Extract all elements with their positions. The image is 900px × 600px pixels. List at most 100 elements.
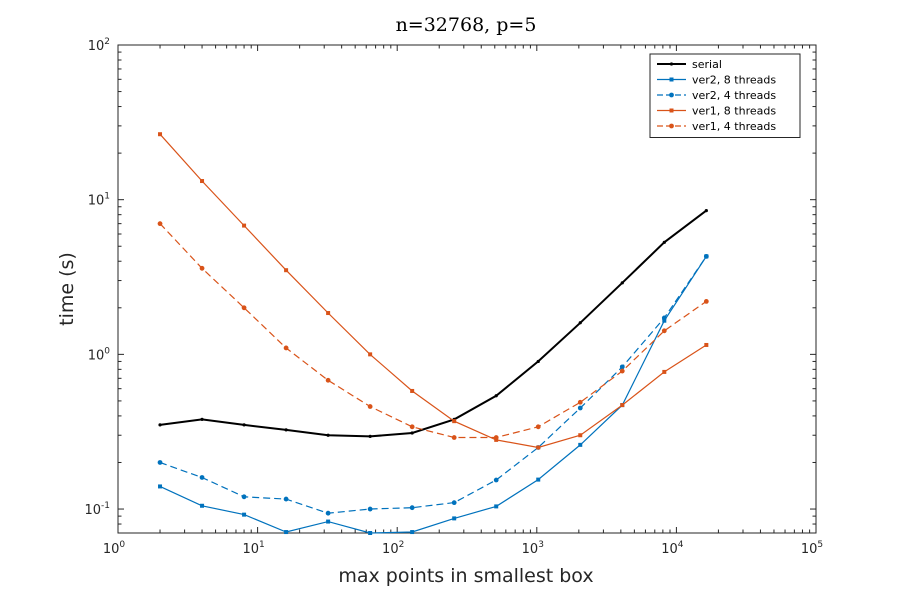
data-point bbox=[535, 424, 541, 430]
data-point bbox=[368, 352, 373, 357]
series-3 bbox=[158, 132, 709, 450]
data-point bbox=[199, 475, 205, 480]
legend-entry: ver1, 4 threads bbox=[692, 120, 776, 133]
axes-box bbox=[117, 44, 817, 534]
data-point bbox=[703, 253, 709, 259]
data-point bbox=[283, 345, 289, 351]
data-point bbox=[284, 530, 289, 535]
data-point bbox=[325, 377, 331, 383]
data-point bbox=[242, 223, 247, 228]
data-point bbox=[157, 221, 163, 227]
data-point bbox=[704, 342, 709, 347]
data-point bbox=[494, 504, 499, 509]
data-point bbox=[662, 240, 666, 244]
data-point bbox=[284, 268, 289, 273]
data-point bbox=[703, 298, 709, 304]
legend-marker bbox=[669, 62, 674, 66]
data-point bbox=[578, 442, 583, 447]
data-point bbox=[620, 403, 625, 408]
y-tick-label: 102 bbox=[88, 37, 110, 54]
data-point bbox=[536, 359, 540, 364]
data-point bbox=[200, 179, 205, 184]
y-tick-label: 10-1 bbox=[84, 501, 110, 518]
data-point bbox=[536, 477, 541, 482]
series-1 bbox=[158, 254, 709, 535]
data-point bbox=[158, 132, 163, 137]
data-point bbox=[368, 531, 373, 535]
data-point bbox=[577, 405, 583, 411]
data-point bbox=[410, 431, 414, 435]
series-line bbox=[159, 256, 707, 534]
data-point bbox=[283, 496, 289, 502]
legend-marker bbox=[669, 123, 674, 129]
x-tick-label: 100 bbox=[103, 540, 126, 557]
data-point bbox=[704, 208, 708, 213]
legend-entry: serial bbox=[692, 58, 722, 71]
data-point bbox=[451, 500, 457, 506]
legend: serial ver2, 8 threads ver2, 4 threads ver1… bbox=[649, 53, 801, 138]
data-point bbox=[536, 445, 541, 450]
series-0 bbox=[158, 208, 708, 438]
x-tick-label: 101 bbox=[242, 540, 264, 557]
series-line bbox=[159, 133, 707, 449]
data-point bbox=[662, 318, 667, 323]
legend-entry: ver2, 8 threads bbox=[692, 74, 776, 87]
data-point bbox=[493, 435, 499, 440]
x-axis-label: max points in smallest box bbox=[338, 565, 593, 587]
data-point bbox=[578, 321, 582, 325]
series-2 bbox=[157, 253, 709, 516]
data-point bbox=[325, 510, 331, 516]
data-point bbox=[410, 530, 415, 535]
data-point bbox=[619, 364, 625, 370]
y-tick-label: 101 bbox=[88, 192, 110, 209]
data-point bbox=[410, 388, 415, 393]
legend-marker bbox=[669, 77, 674, 82]
data-point bbox=[284, 428, 288, 432]
data-point bbox=[158, 484, 163, 489]
legend-entry: ver2, 4 threads bbox=[692, 89, 776, 102]
x-tick-label: 104 bbox=[661, 540, 684, 557]
data-point bbox=[199, 265, 205, 271]
data-point bbox=[242, 423, 246, 427]
data-point bbox=[620, 281, 624, 285]
data-point bbox=[157, 460, 163, 465]
data-point bbox=[241, 305, 247, 311]
y-axis-label: time (s) bbox=[56, 252, 78, 326]
chart-title: n=32768, p=5 bbox=[396, 14, 537, 36]
data-point bbox=[662, 369, 667, 374]
data-point bbox=[577, 399, 583, 405]
legend-entry: ver1, 8 threads bbox=[692, 105, 776, 118]
x-tick-label: 102 bbox=[382, 540, 404, 557]
data-point bbox=[661, 315, 667, 321]
data-point bbox=[493, 477, 499, 483]
data-point bbox=[158, 423, 162, 427]
data-point bbox=[409, 505, 415, 511]
legend-marker bbox=[669, 92, 674, 98]
series-line bbox=[159, 209, 707, 438]
data-point bbox=[200, 417, 204, 421]
data-point bbox=[409, 424, 415, 430]
plot-area: 100 101 102 103 104 105 10-1 100 101 102 bbox=[84, 37, 823, 557]
data-point bbox=[451, 435, 457, 440]
data-point bbox=[452, 419, 457, 424]
data-point bbox=[242, 512, 247, 517]
data-point bbox=[367, 404, 373, 409]
data-point bbox=[368, 434, 372, 438]
series-line bbox=[159, 256, 707, 514]
data-point bbox=[326, 519, 331, 524]
data-point bbox=[326, 433, 330, 437]
series-4 bbox=[157, 221, 709, 440]
data-point bbox=[619, 368, 625, 374]
x-tick-label: 103 bbox=[522, 540, 544, 557]
data-point bbox=[367, 506, 373, 512]
x-tick-label: 105 bbox=[801, 540, 823, 557]
data-point bbox=[661, 328, 667, 334]
y-tick-label: 100 bbox=[88, 346, 111, 363]
data-point bbox=[326, 311, 331, 316]
data-point bbox=[494, 394, 498, 398]
legend-marker bbox=[669, 108, 674, 113]
data-point bbox=[241, 494, 247, 500]
data-point bbox=[452, 516, 457, 521]
legend-box bbox=[649, 53, 801, 138]
